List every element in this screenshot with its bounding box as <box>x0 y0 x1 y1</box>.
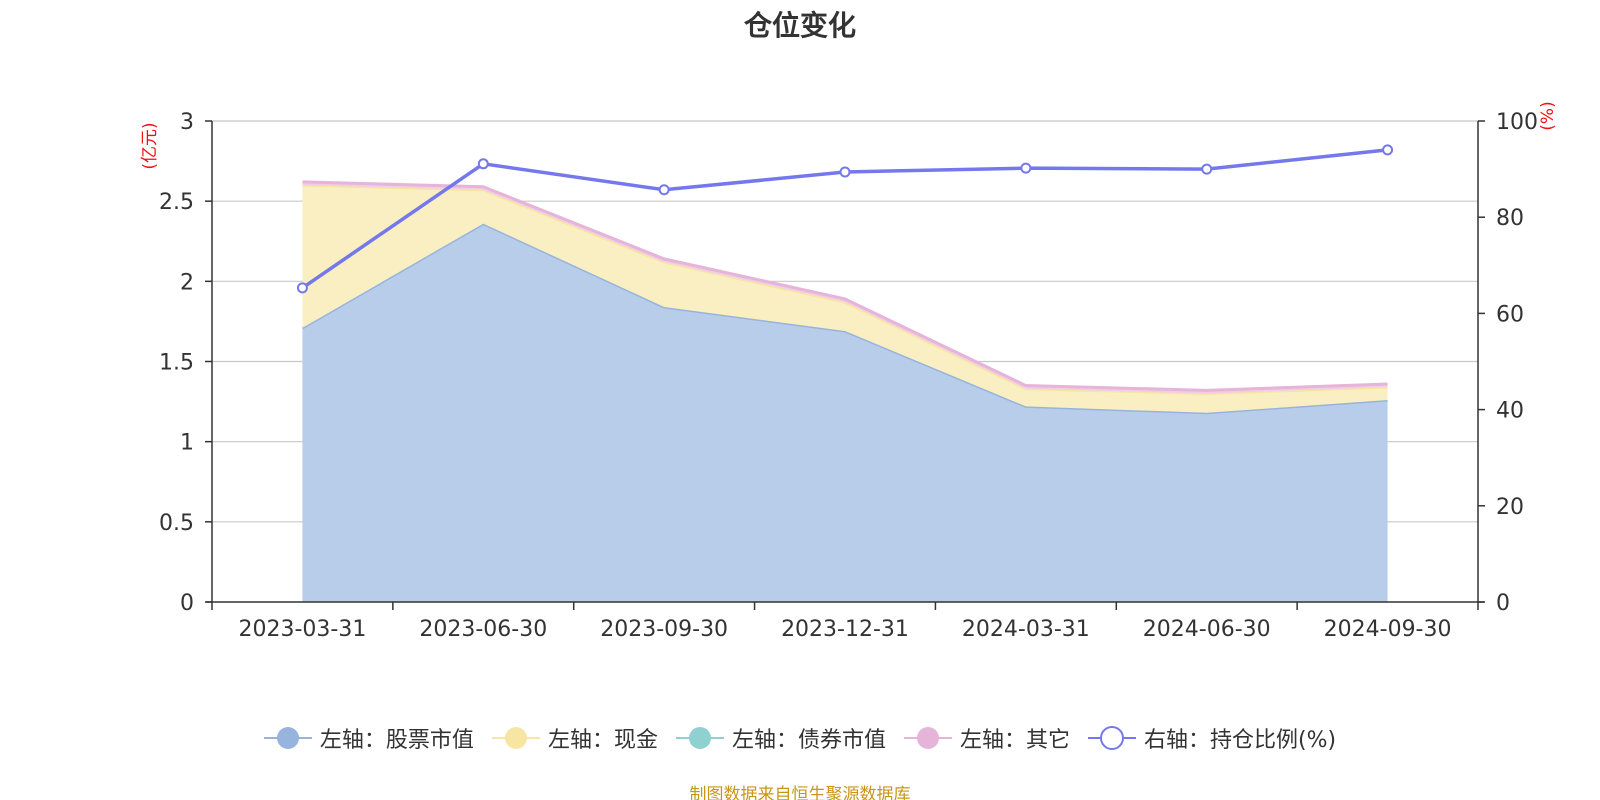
legend-label: 左轴：债券市值 <box>731 728 886 753</box>
legend-circle-icon <box>903 727 952 749</box>
right-tick-label: 20 <box>1496 495 1524 520</box>
right-tick-label: 80 <box>1496 206 1524 231</box>
area-edge-line-3 <box>302 180 1388 392</box>
right-tick-label: 100 <box>1496 110 1538 135</box>
x-tick-label: 2024-09-30 <box>1324 617 1452 642</box>
legend-circle-icon <box>491 727 540 749</box>
x-tick-label: 2024-03-31 <box>962 617 1090 642</box>
legend-circle-icon <box>675 727 724 749</box>
legend-item-ratio[interactable]: 右轴：持仓比例(%) <box>1087 722 1337 754</box>
legend-label: 右轴：持仓比例(%) <box>1143 728 1337 753</box>
right-axis-unit: (%) <box>1538 101 1558 130</box>
ratio-point <box>1020 162 1032 174</box>
legend-label: 左轴：其它 <box>959 728 1070 753</box>
ratio-point <box>477 158 489 170</box>
legend: 左轴：股票市值 左轴：现金 左轴：债券市值 左轴：其它 <box>0 722 1600 754</box>
left-tick-label: 0.5 <box>159 511 194 536</box>
left-tick-label: 2 <box>180 270 194 295</box>
left-axis-unit: (亿元) <box>140 122 160 169</box>
area-layer <box>301 180 1388 602</box>
x-tick-label: 2023-09-30 <box>600 617 728 642</box>
legend-label: 左轴：现金 <box>547 728 658 753</box>
left-tick-label: 1.5 <box>159 351 194 376</box>
area-series-0 <box>302 223 1388 602</box>
legend-item-other[interactable]: 左轴：其它 <box>903 722 1070 754</box>
right-tick-label: 40 <box>1496 399 1524 424</box>
legend-label: 左轴：股票市值 <box>319 728 474 753</box>
ratio-point <box>1201 163 1213 175</box>
legend-item-stock[interactable]: 左轴：股票市值 <box>263 722 474 754</box>
x-tick-label: 2023-06-30 <box>419 617 547 642</box>
legend-hollow-circle-icon <box>1087 726 1136 750</box>
chart-plot: 0 0.5 1 1.5 2 2.5 3 0 20 40 60 80 100 2023-03-31 2023-… <box>140 101 1558 642</box>
ratio-point <box>658 184 670 196</box>
axis-layer: 0 0.5 1 1.5 2 2.5 3 0 20 40 60 80 100 2023-03-31 2023-… <box>140 101 1558 642</box>
legend-circle-icon <box>263 727 312 749</box>
left-tick-label: 1 <box>180 431 194 456</box>
data-source-note: 制图数据来自恒生聚源数据库 <box>689 785 911 800</box>
left-tick-label: 0 <box>180 591 194 616</box>
x-tick-label: 2023-12-31 <box>781 617 909 642</box>
left-tick-label: 2.5 <box>159 190 194 215</box>
x-tick-label: 2024-06-30 <box>1143 617 1271 642</box>
area-series-1 <box>302 185 1388 413</box>
right-tick-label: 0 <box>1496 591 1510 616</box>
x-tick-label: 2023-03-31 <box>238 617 366 642</box>
left-tick-label: 3 <box>180 110 194 135</box>
chart-title: 仓位变化 <box>743 9 856 42</box>
right-tick-label: 60 <box>1496 302 1524 327</box>
legend-item-cash[interactable]: 左轴：现金 <box>491 722 658 754</box>
line-layer <box>296 144 1394 294</box>
legend-item-bond[interactable]: 左轴：债券市值 <box>675 722 886 754</box>
ratio-point <box>839 166 851 178</box>
ratio-point <box>296 282 308 294</box>
ratio-point <box>1382 144 1394 156</box>
